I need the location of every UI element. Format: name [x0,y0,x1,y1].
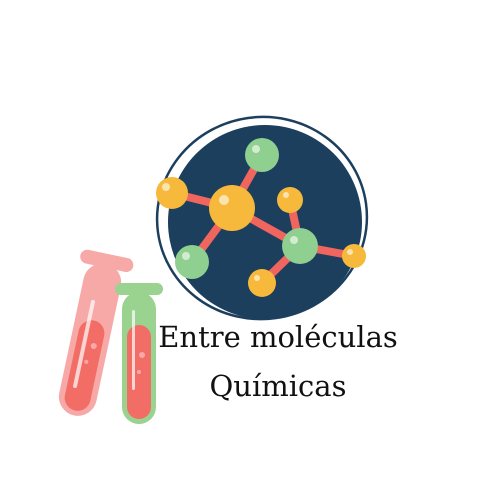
atom-center [209,185,255,231]
atom-small-top [277,187,303,213]
badge-ring [155,115,369,321]
atom-bottom [248,269,276,297]
logo-title-line2: Químicas [209,369,347,403]
atom-bottom-left [175,245,209,279]
molecule-icon [155,115,369,321]
atom-left [156,177,188,209]
atom-far-right [342,244,366,268]
test-tube-pink-icon [58,249,134,416]
test-tube-green-icon [115,283,163,424]
logo-title-line1: Entre moléculas [158,320,398,354]
molecule-atoms [156,138,366,297]
atom-top [245,138,279,172]
atom-right-center [282,228,318,264]
